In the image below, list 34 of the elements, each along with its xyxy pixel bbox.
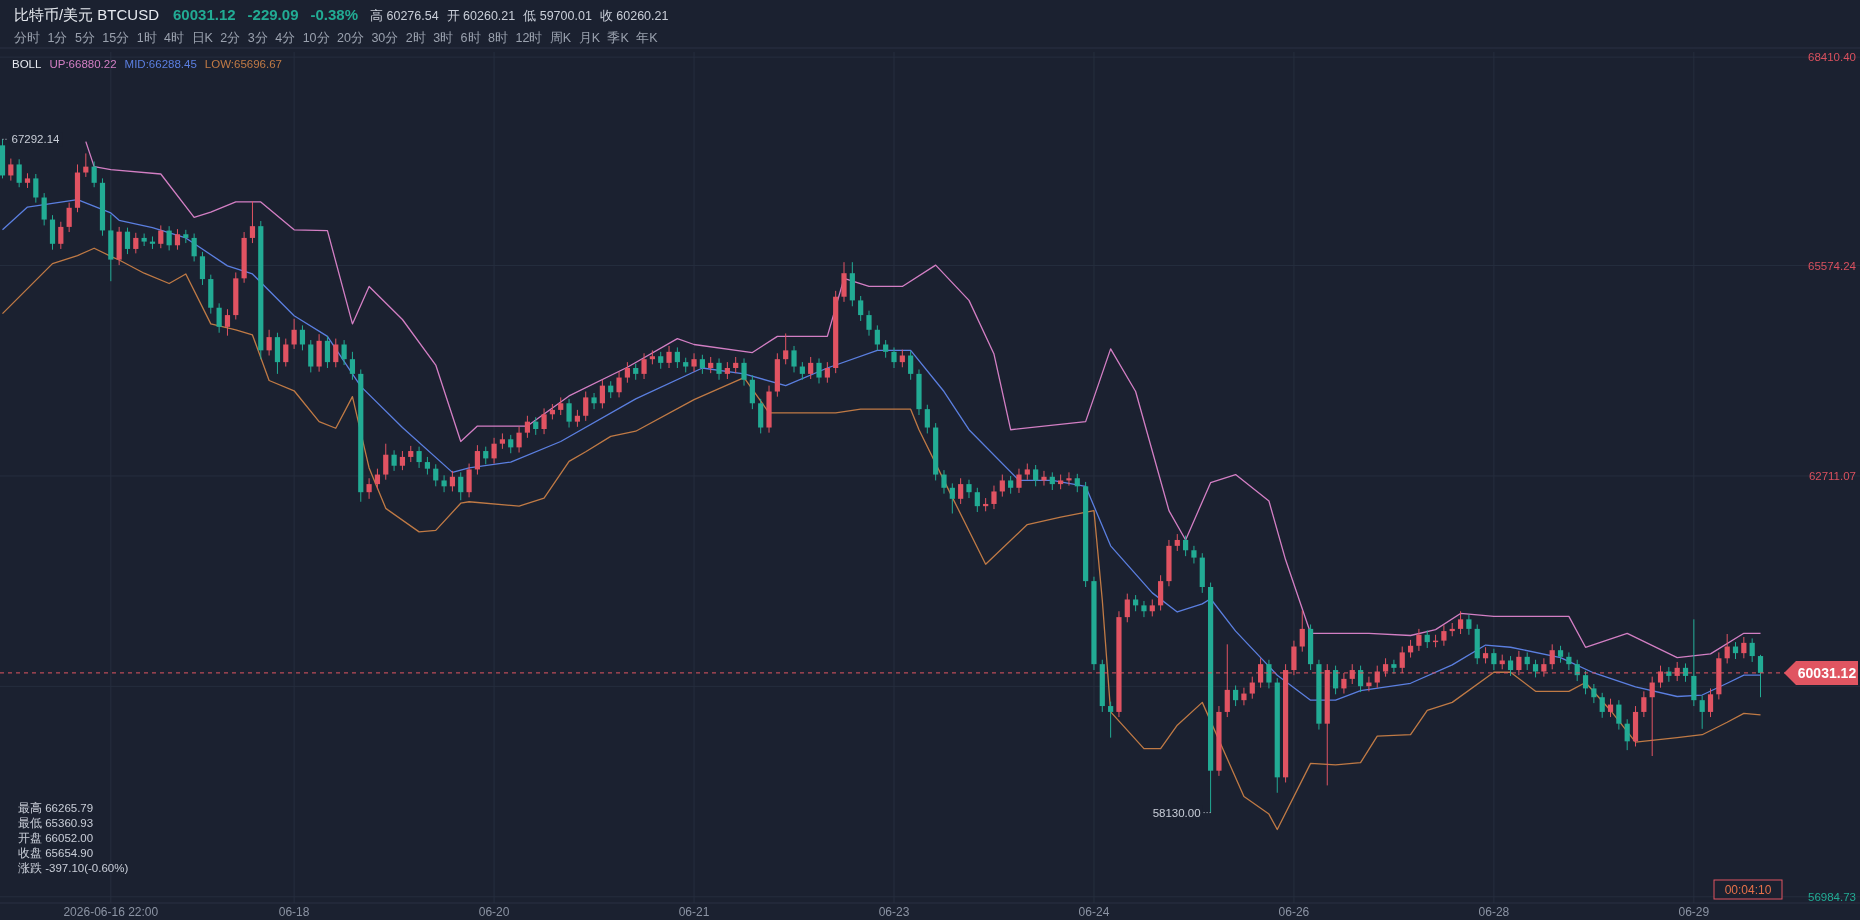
x-tick-label: 06-24: [1078, 905, 1110, 919]
x-tick-label: 06-18: [278, 905, 310, 919]
annotation: 最低 65360.93: [18, 817, 94, 829]
x-tick-label: 06-26: [1278, 905, 1310, 919]
y-tick-label: 56984.73: [1808, 890, 1856, 903]
annotation: 涨跌 -397.10(-0.60%): [18, 862, 129, 874]
ref-line-label: 60031.12: [1797, 664, 1857, 681]
text: -0.38%: [310, 6, 358, 23]
text: -229.09: [247, 6, 299, 23]
text: 收 60260.21: [599, 9, 669, 23]
y-tick-label: 65574.24: [1808, 259, 1857, 272]
x-tick-label: 06-21: [678, 905, 710, 919]
annotation: 开盘 66052.00: [18, 832, 94, 844]
annotation: 最高 66265.79: [18, 801, 94, 814]
annotation: 58130.00: [1152, 806, 1201, 819]
legend: BOLL UP:66880.22 MID:66288.45 LOW:65696.67: [12, 58, 282, 70]
x-tick-label: 2026-06-16 22:00: [63, 905, 159, 919]
text: 低 59700.01: [523, 9, 592, 23]
timer: 00:04:10: [1713, 879, 1783, 900]
y-tick-label: 68410.40: [1808, 51, 1856, 64]
text: 开 60260.21: [446, 9, 516, 23]
annotation: 收盘 65654.90: [18, 847, 94, 859]
text: 高 60276.54: [370, 8, 439, 23]
x-tick-label: 06-20: [478, 905, 510, 919]
extreme-label: 67292.14: [2, 132, 63, 147]
x-tick-label: 06-28: [1478, 905, 1510, 919]
chart-title: 比特币/美元 BTCUSD: [14, 6, 160, 23]
text: 60031.12: [173, 6, 236, 23]
x-tick-label: 06-23: [878, 905, 910, 919]
annotation: 00:04:10: [1724, 883, 1772, 897]
y-tick-label: 62711.07: [1808, 469, 1856, 482]
annotation: 67292.14: [11, 133, 61, 146]
x-tick-label: 06-29: [1678, 905, 1710, 919]
text: 分时 1分 5分 15分 1时 4时 日K 2分 3分 4分 10分 20分 30分 2时 3时 6时 8时 12时 周K 月K 季K 年K: [14, 31, 659, 45]
